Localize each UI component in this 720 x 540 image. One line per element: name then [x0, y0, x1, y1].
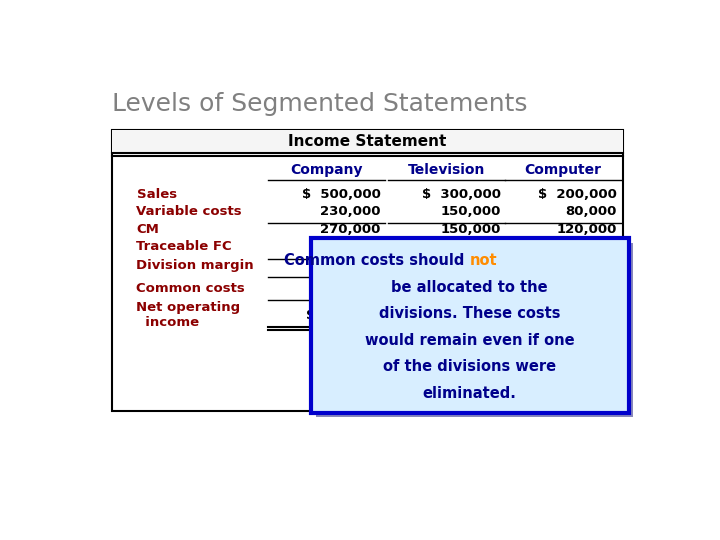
- Text: 25,000: 25,000: [330, 281, 381, 295]
- Text: 120,000: 120,000: [557, 223, 617, 236]
- Text: of the divisions were: of the divisions were: [383, 359, 557, 374]
- Text: would remain even if one: would remain even if one: [365, 333, 575, 348]
- Text: Company: Company: [290, 163, 363, 177]
- Text: Division margin: Division margin: [137, 259, 254, 272]
- Text: $  200,000: $ 200,000: [538, 188, 617, 201]
- Text: $  500,000: $ 500,000: [302, 188, 381, 201]
- Text: be allocated to the: be allocated to the: [392, 280, 548, 295]
- Text: 230,000: 230,000: [320, 205, 381, 218]
- Text: 90,000: 90,000: [449, 240, 500, 253]
- Text: Variable costs: Variable costs: [137, 205, 242, 218]
- Bar: [311, 238, 629, 413]
- Text: Sales: Sales: [137, 188, 176, 201]
- Text: 150,000: 150,000: [441, 223, 500, 236]
- Text: 270,000: 270,000: [320, 223, 381, 236]
- Bar: [112, 130, 624, 411]
- Text: Net operating
  income: Net operating income: [137, 301, 240, 329]
- Text: 100,000: 100,000: [320, 259, 381, 272]
- Text: $  300,000: $ 300,000: [422, 188, 500, 201]
- Text: Television: Television: [408, 163, 485, 177]
- Text: Common costs: Common costs: [137, 281, 246, 295]
- Text: 80,000: 80,000: [566, 205, 617, 218]
- Text: Traceable FC: Traceable FC: [137, 240, 232, 253]
- Text: $   75,000: $ 75,000: [307, 308, 381, 321]
- Text: 150,000: 150,000: [441, 205, 500, 218]
- Bar: [112, 130, 624, 153]
- Text: Common costs should: Common costs should: [284, 253, 469, 268]
- Text: Computer: Computer: [524, 163, 601, 177]
- Text: not: not: [469, 253, 498, 268]
- Bar: [315, 242, 634, 417]
- Text: 170,000: 170,000: [320, 240, 381, 253]
- Text: eliminated.: eliminated.: [423, 386, 517, 401]
- Text: 80,000: 80,000: [566, 240, 617, 253]
- Text: $   60,000: $ 60,000: [426, 259, 500, 272]
- Text: CM: CM: [137, 223, 159, 236]
- Text: Levels of Segmented Statements: Levels of Segmented Statements: [112, 92, 527, 116]
- Text: Income Statement: Income Statement: [288, 134, 446, 149]
- Text: $   40,000: $ 40,000: [543, 259, 617, 272]
- Text: divisions. These costs: divisions. These costs: [379, 306, 560, 321]
